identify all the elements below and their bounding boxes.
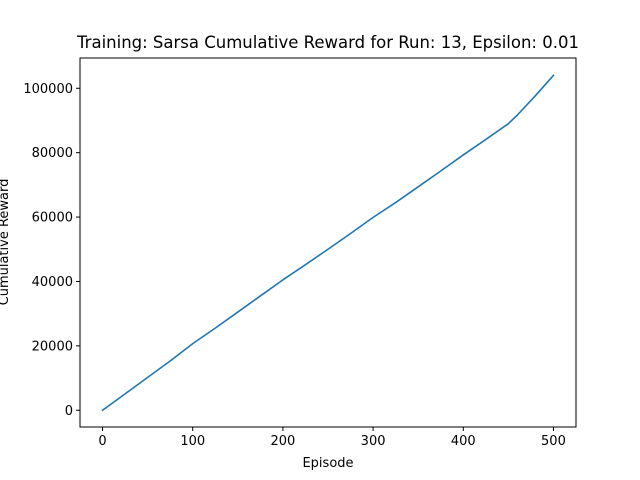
x-tick-label: 500 — [541, 434, 566, 449]
x-tick-label: 200 — [270, 434, 295, 449]
y-tick-label: 80000 — [32, 146, 73, 161]
x-tick-label: 400 — [451, 434, 476, 449]
y-tick-label: 60000 — [32, 211, 73, 226]
plot-frame — [79, 57, 577, 428]
y-tick-label: 100000 — [23, 82, 73, 97]
x-axis-label: Episode — [302, 456, 353, 471]
y-tick-label: 40000 — [32, 275, 73, 290]
y-tick-label: 20000 — [32, 339, 73, 354]
x-tick-label: 100 — [180, 434, 205, 449]
y-tick-label: 0 — [65, 404, 73, 419]
x-tick-label: 0 — [98, 434, 106, 449]
y-axis-label: Cumulative Reward — [0, 179, 12, 306]
series-line — [101, 74, 555, 412]
x-tick-label: 300 — [361, 434, 386, 449]
chart-title: Training: Sarsa Cumulative Reward for Ru… — [76, 33, 579, 52]
